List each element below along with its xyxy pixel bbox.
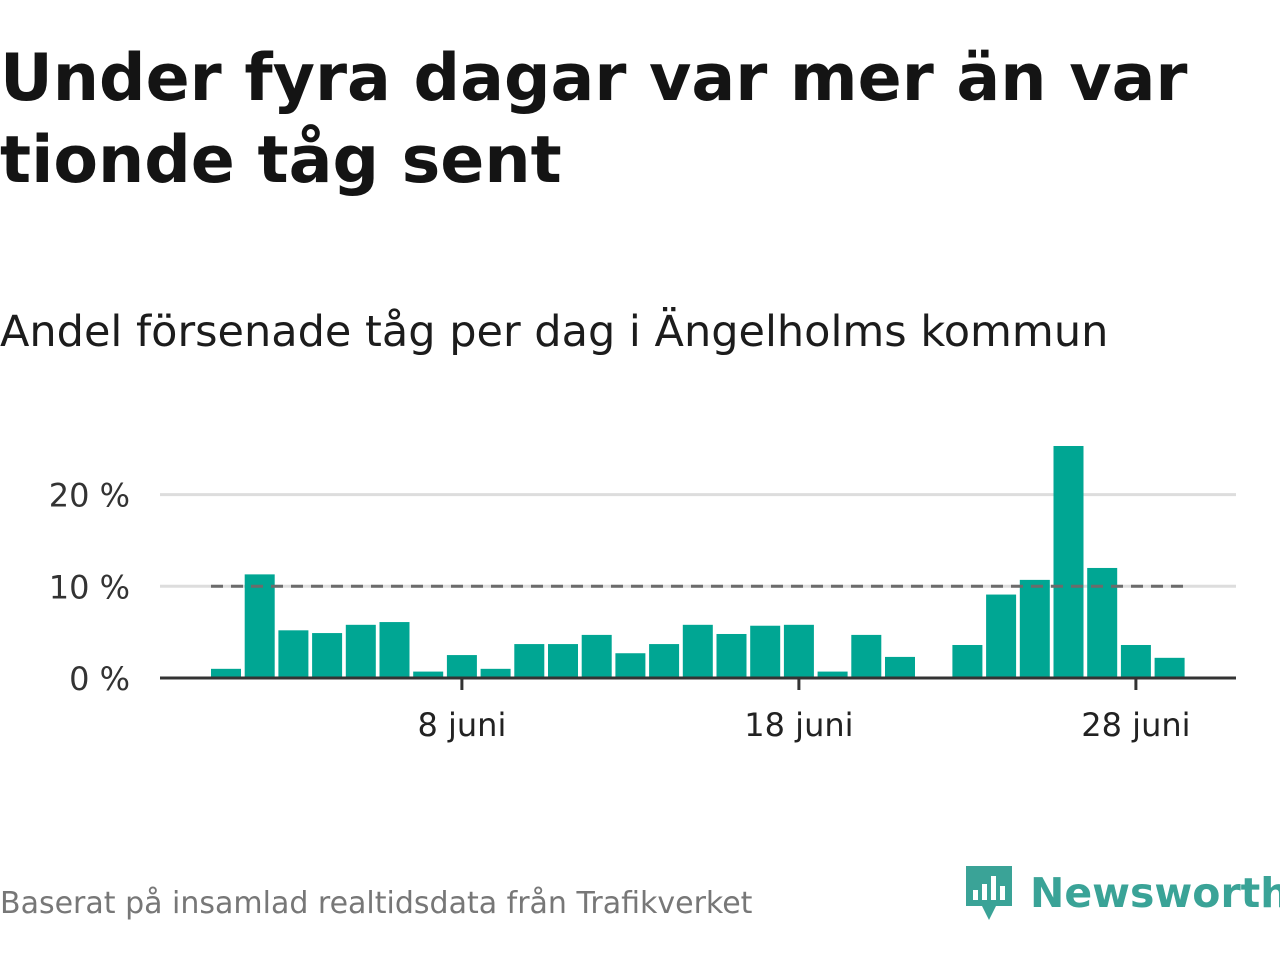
x-tick-label: 18 juni <box>744 706 853 744</box>
brand-logo: Newsworthy <box>962 862 1280 924</box>
bar <box>952 644 983 678</box>
y-tick-label: 20 % <box>49 477 130 515</box>
y-tick-label: 10 % <box>49 568 130 606</box>
bar <box>817 671 848 678</box>
x-tick-label: 8 juni <box>417 706 506 744</box>
chart-title: Under fyra dagar var mer än var tionde t… <box>0 41 1188 198</box>
bar <box>1087 567 1118 678</box>
bar-chart-speech-bubble-icon <box>966 866 1012 920</box>
bar <box>345 624 376 678</box>
bar <box>1120 644 1151 678</box>
chart-subtitle: Andel försenade tåg per dag i Ängelholms… <box>0 307 1109 357</box>
bar <box>783 624 814 678</box>
bar <box>211 668 241 678</box>
bar <box>1053 445 1084 678</box>
bar <box>312 633 343 678</box>
source-note: Baserat på insamlad realtidsdata från Tr… <box>0 886 753 921</box>
bar <box>278 630 309 678</box>
bar <box>851 634 882 678</box>
bar <box>1154 657 1185 678</box>
bar <box>446 655 477 678</box>
bar <box>615 653 646 678</box>
bar <box>548 644 578 678</box>
bar <box>413 671 444 678</box>
bar <box>682 624 713 678</box>
bar <box>716 633 747 678</box>
bar <box>649 644 680 678</box>
bar <box>581 634 612 678</box>
bar <box>885 656 915 678</box>
bar <box>244 574 275 678</box>
brand-name: Newsworthy <box>1030 869 1280 917</box>
bar <box>379 622 410 678</box>
bar <box>514 644 545 678</box>
bar <box>986 594 1017 678</box>
bar <box>1019 579 1050 678</box>
bar-chart: 0 % 10 % 20 % 8 juni 18 juni 28 juni <box>49 445 1236 744</box>
y-tick-label: 0 % <box>69 660 130 698</box>
bar <box>750 625 781 678</box>
bar <box>480 668 511 678</box>
x-tick-label: 28 juni <box>1081 706 1190 744</box>
